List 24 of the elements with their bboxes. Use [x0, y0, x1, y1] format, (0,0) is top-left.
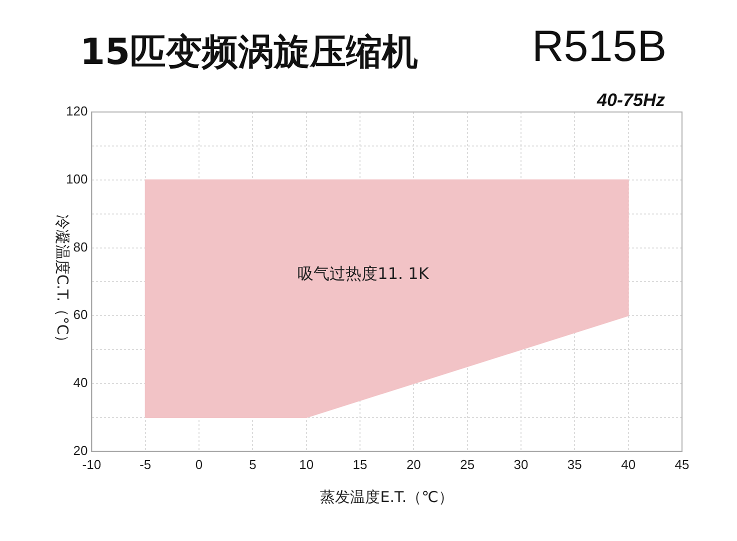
x-axis-title: 蒸发温度E.T.（℃）: [320, 488, 454, 506]
x-tick-label: -10: [82, 456, 102, 472]
x-tick-label: 35: [567, 456, 582, 472]
y-tick-label: 80: [73, 239, 88, 254]
text: 40-75Hz: [596, 90, 665, 111]
x-tick-label: 0: [195, 456, 203, 472]
x-tick-label: 25: [460, 456, 475, 472]
chart-subtitle: R515B: [532, 22, 667, 72]
x-tick-label: -5: [140, 456, 152, 472]
y-tick-label: 100: [66, 171, 88, 186]
x-tick-label: 10: [299, 456, 314, 472]
y-axis-title: 冷凝温度C.T.（°C）: [52, 214, 72, 350]
x-tick-label: 30: [514, 456, 528, 472]
x-tick-label: 45: [674, 456, 690, 472]
x-tick-label: 15: [352, 456, 368, 472]
y-tick-label: 120: [66, 104, 88, 119]
annotation: 吸气过热度11. 1K: [298, 264, 430, 284]
y-tick-label: 40: [73, 375, 88, 390]
x-tick-label: 20: [406, 456, 421, 472]
chart-title: 15匹变频涡旋压缩机: [80, 31, 418, 75]
x-tick-label: 40: [621, 456, 636, 472]
y-tick-label: 20: [73, 442, 88, 458]
x-tick-label: 5: [249, 456, 256, 472]
y-tick-label: 60: [73, 307, 88, 322]
